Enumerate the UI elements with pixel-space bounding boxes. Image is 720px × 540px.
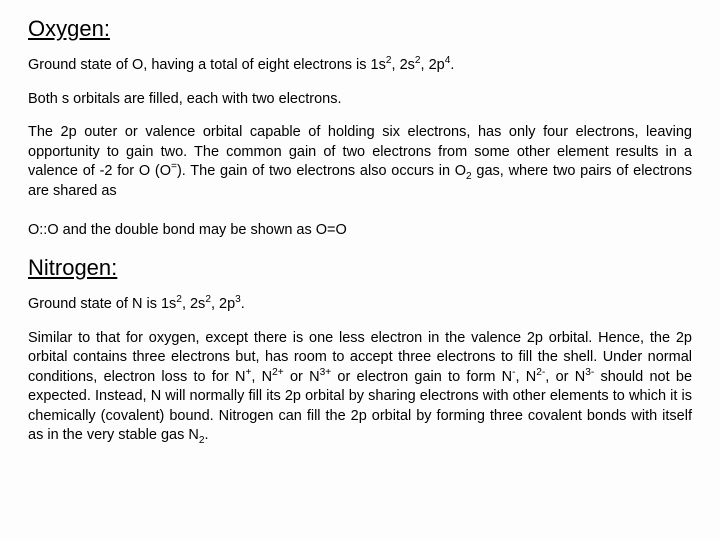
text: or electron gain to form N [331,369,512,385]
text: Ground state of O, having a total of eig… [28,57,386,73]
oxygen-s-orbitals: Both s orbitals are filled, each with tw… [28,90,692,110]
text: . [241,296,245,312]
oxygen-valence-para: The 2p outer or valence orbital capable … [28,123,692,201]
text: , N [516,369,537,385]
text: Ground state of N is 1s [28,296,176,312]
page: Oxygen: Ground state of O, having a tota… [0,0,720,540]
text: , or N [545,369,585,385]
oxygen-heading: Oxygen: [28,16,692,42]
sup-2plus: 2+ [272,367,284,378]
text: or N [284,369,320,385]
text: . [205,427,209,443]
text: , 2s [392,57,415,73]
sup-2minus: 2- [536,367,545,378]
sup-3plus: 3+ [320,367,332,378]
text: , 2s [182,296,205,312]
text: , 2p [211,296,235,312]
text: , 2p [421,57,445,73]
oxygen-ground-state: Ground state of O, having a total of eig… [28,56,692,76]
oxygen-double-bond: O::O and the double bond may be shown as… [28,221,692,241]
nitrogen-ground-state: Ground state of N is 1s2, 2s2, 2p3. [28,295,692,315]
sup-3minus: 3- [585,367,594,378]
nitrogen-heading: Nitrogen: [28,255,692,281]
text: . [450,57,454,73]
nitrogen-valence-para: Similar to that for oxygen, except there… [28,329,692,446]
text: ). The gain of two electrons also occurs… [177,163,466,179]
text: , N [251,369,272,385]
